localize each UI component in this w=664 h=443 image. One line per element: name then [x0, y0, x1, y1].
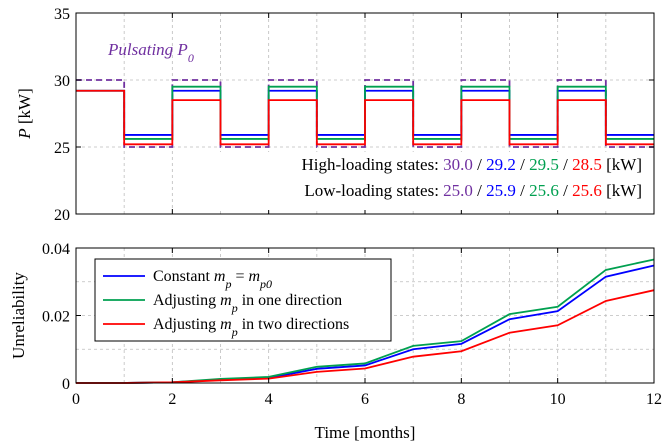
series-line-two-directions [76, 89, 654, 146]
x-axis-label: Time [months] [315, 423, 416, 442]
legend-entry: Constant mp = mp0 [153, 268, 272, 291]
pulsating-annotation: Pulsating P0 [107, 40, 194, 65]
x-tick-label: 8 [457, 391, 465, 408]
x-tick-label: 12 [646, 391, 662, 408]
y-tick-label: 35 [54, 6, 70, 23]
y-tick-label: 0.02 [42, 309, 70, 326]
x-tick-label: 10 [550, 391, 566, 408]
legend-entry: Adjusting mp in one direction [153, 292, 342, 315]
loading-states-line: Low-loading states: 25.0 / 25.9 / 25.6 /… [304, 181, 642, 200]
y-axis-label: P [kW] [15, 88, 34, 140]
loading-states-line: High-loading states: 30.0 / 29.2 / 29.5 … [302, 155, 642, 174]
legend-entry: Adjusting mp in two directions [153, 316, 349, 339]
y-tick-label: 25 [54, 140, 70, 157]
info-box [204, 152, 648, 210]
y-tick-label: 30 [54, 73, 70, 90]
x-tick-label: 0 [72, 391, 80, 408]
x-tick-label: 2 [168, 391, 176, 408]
y-axis-label: Unreliability [9, 272, 28, 359]
unreliability-chart: 0 0.02 0.04 0 2 4 6 8 10 12 Time [months] Unreliabi… [9, 241, 662, 442]
x-tick-label: 6 [361, 391, 369, 408]
y-tick-label: 0 [62, 376, 70, 393]
y-tick-label: 0.04 [42, 241, 70, 258]
x-tick-label: 4 [265, 391, 273, 408]
power-chart: 20 25 30 35 P [kW] Pulsating P0 High-loading s… [15, 6, 655, 224]
y-tick-label: 20 [54, 207, 70, 224]
